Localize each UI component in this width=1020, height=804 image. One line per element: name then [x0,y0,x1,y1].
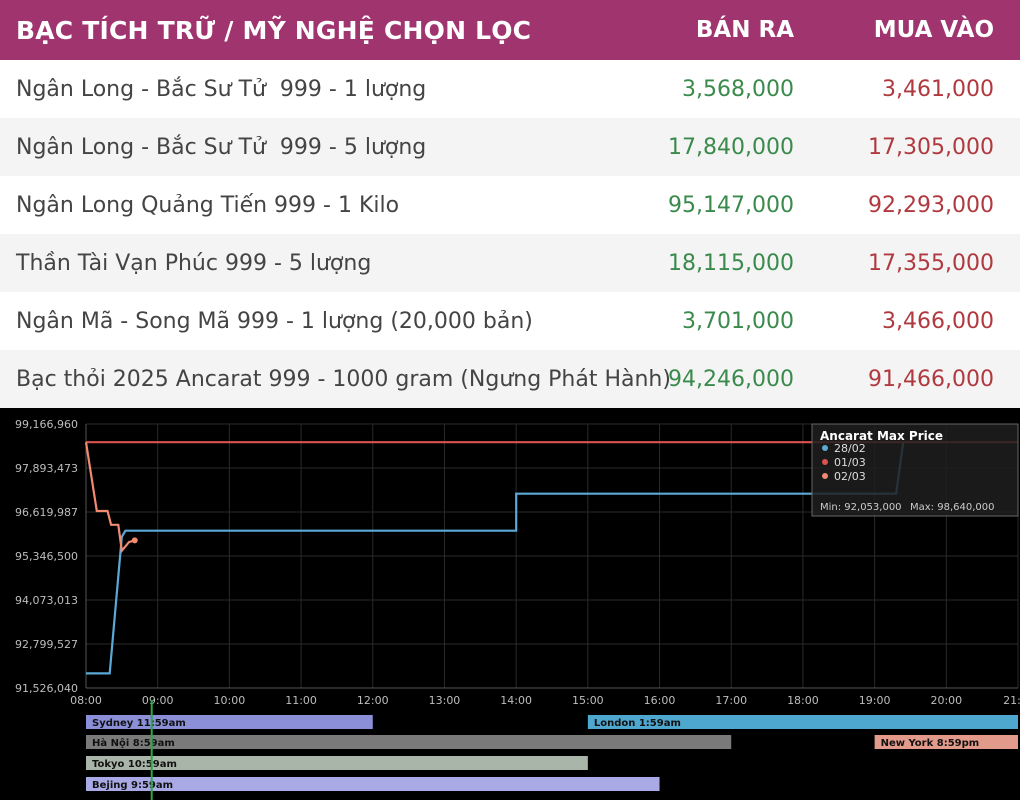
table-body: Ngân Long - Bắc Sư Tử 999 - 1 lượng 3,56… [0,60,1020,408]
y-tick-label: 99,166,960 [15,418,78,431]
price-chart: 99,166,960 97,893,473 96,619,987 95,346,500… [0,408,1020,800]
product-name: Ngân Long - Bắc Sư Tử 999 - 5 lượng [16,134,427,160]
legend-title: Ancarat Max Price [820,429,943,443]
session-label: New York 8:59pm [881,738,980,749]
x-tick-label: 12:00 [357,694,389,707]
session-bar [86,777,660,791]
table-row: Thần Tài Vạn Phúc 999 - 5 lượng 18,115,0… [0,234,1020,292]
product-name: Ngân Long - Bắc Sư Tử 999 - 1 lượng [16,76,427,102]
x-tick-label: 15:00 [572,694,604,707]
series-line-02-03 [84,442,136,554]
x-tick-label: 16:00 [644,694,676,707]
table-row: Ngân Long - Bắc Sư Tử 999 - 1 lượng 3,56… [0,60,1020,118]
header-buy: MUA VÀO [873,17,994,43]
session-label: Sydney 11:59am [92,718,186,729]
sell-price: 17,840,000 [668,134,794,160]
header-product: BẠC TÍCH TRỮ / MỸ NGHỆ CHỌN LỌC [16,15,532,45]
x-tick-label: 17:00 [715,694,747,707]
session-label: Bejing 9:59am [92,780,173,791]
product-name: Ngân Mã - Song Mã 999 - 1 lượng (20,000 … [16,308,533,334]
legend-marker [822,445,828,451]
product-name: Bạc thỏi 2025 Ancarat 999 - 1000 gram (N… [16,366,671,392]
price-table: BẠC TÍCH TRỮ / MỸ NGHỆ CHỌN LỌC BÁN RA M… [0,0,1020,408]
y-tick-label: 91,526,040 [15,682,78,695]
buy-price: 3,466,000 [882,308,994,334]
legend-marker [822,459,828,465]
sell-price: 3,701,000 [682,308,794,334]
y-tick-label: 96,619,987 [15,506,78,519]
legend-label: 28/02 [834,442,866,455]
product-name: Thần Tài Vạn Phúc 999 - 5 lượng [16,250,372,276]
x-tick-label: 18:00 [787,694,819,707]
x-tick-label: 09:00 [142,694,174,707]
x-tick-label: 13:00 [429,694,461,707]
x-tick-label: 21: [1003,694,1020,707]
table-row: Ngân Mã - Song Mã 999 - 1 lượng (20,000 … [0,292,1020,350]
session-bar [86,715,373,729]
y-tick-label: 92,799,527 [15,638,78,651]
table-row: Ngân Long Quảng Tiến 999 - 1 Kilo 95,147… [0,176,1020,234]
y-tick-label: 95,346,500 [15,550,78,563]
session-label: Tokyo 10:59am [92,759,177,770]
table-row: Ngân Long - Bắc Sư Tử 999 - 5 lượng 17,8… [0,118,1020,176]
header-sell: BÁN RA [695,17,794,43]
legend-label: 01/03 [834,456,866,469]
sell-price: 94,246,000 [668,366,794,392]
series-line-28-02 [86,442,905,675]
buy-price: 17,355,000 [868,250,994,276]
series-end-point [131,537,138,544]
y-tick-label: 94,073,013 [15,594,78,607]
y-tick-label: 97,893,473 [15,462,78,475]
session-label: London 1:59am [594,718,681,729]
buy-price: 17,305,000 [868,134,994,160]
x-tick-label: 20:00 [930,694,962,707]
product-name: Ngân Long Quảng Tiến 999 - 1 Kilo [16,192,400,218]
table-row: Bạc thỏi 2025 Ancarat 999 - 1000 gram (N… [0,350,1020,408]
x-tick-label: 08:00 [70,694,102,707]
sell-price: 3,568,000 [682,76,794,102]
buy-price: 92,293,000 [868,192,994,218]
stat-min: Min: 92,053,000 [820,502,902,513]
buy-price: 3,461,000 [882,76,994,102]
session-bar [86,735,732,749]
legend-box [811,423,1019,517]
session-label: Hà Nội 8:59am [92,737,175,749]
session-bar [86,756,588,770]
stat-max: Max: 98,640,000 [910,502,994,513]
sell-price: 18,115,000 [668,250,794,276]
x-tick-label: 11:00 [285,694,317,707]
buy-price: 91,466,000 [868,366,994,392]
table-header: BẠC TÍCH TRỮ / MỸ NGHỆ CHỌN LỌC BÁN RA M… [0,0,1020,60]
x-tick-label: 14:00 [500,694,532,707]
sell-price: 95,147,000 [668,192,794,218]
x-tick-label: 19:00 [859,694,891,707]
legend-label: 02/03 [834,470,866,483]
x-tick-label: 10:00 [214,694,246,707]
legend-marker [822,473,828,479]
session-bar [874,735,1018,749]
price-chart-svg: 99,166,960 97,893,473 96,619,987 95,346,500… [15,418,1020,800]
session-bar [587,715,1018,729]
